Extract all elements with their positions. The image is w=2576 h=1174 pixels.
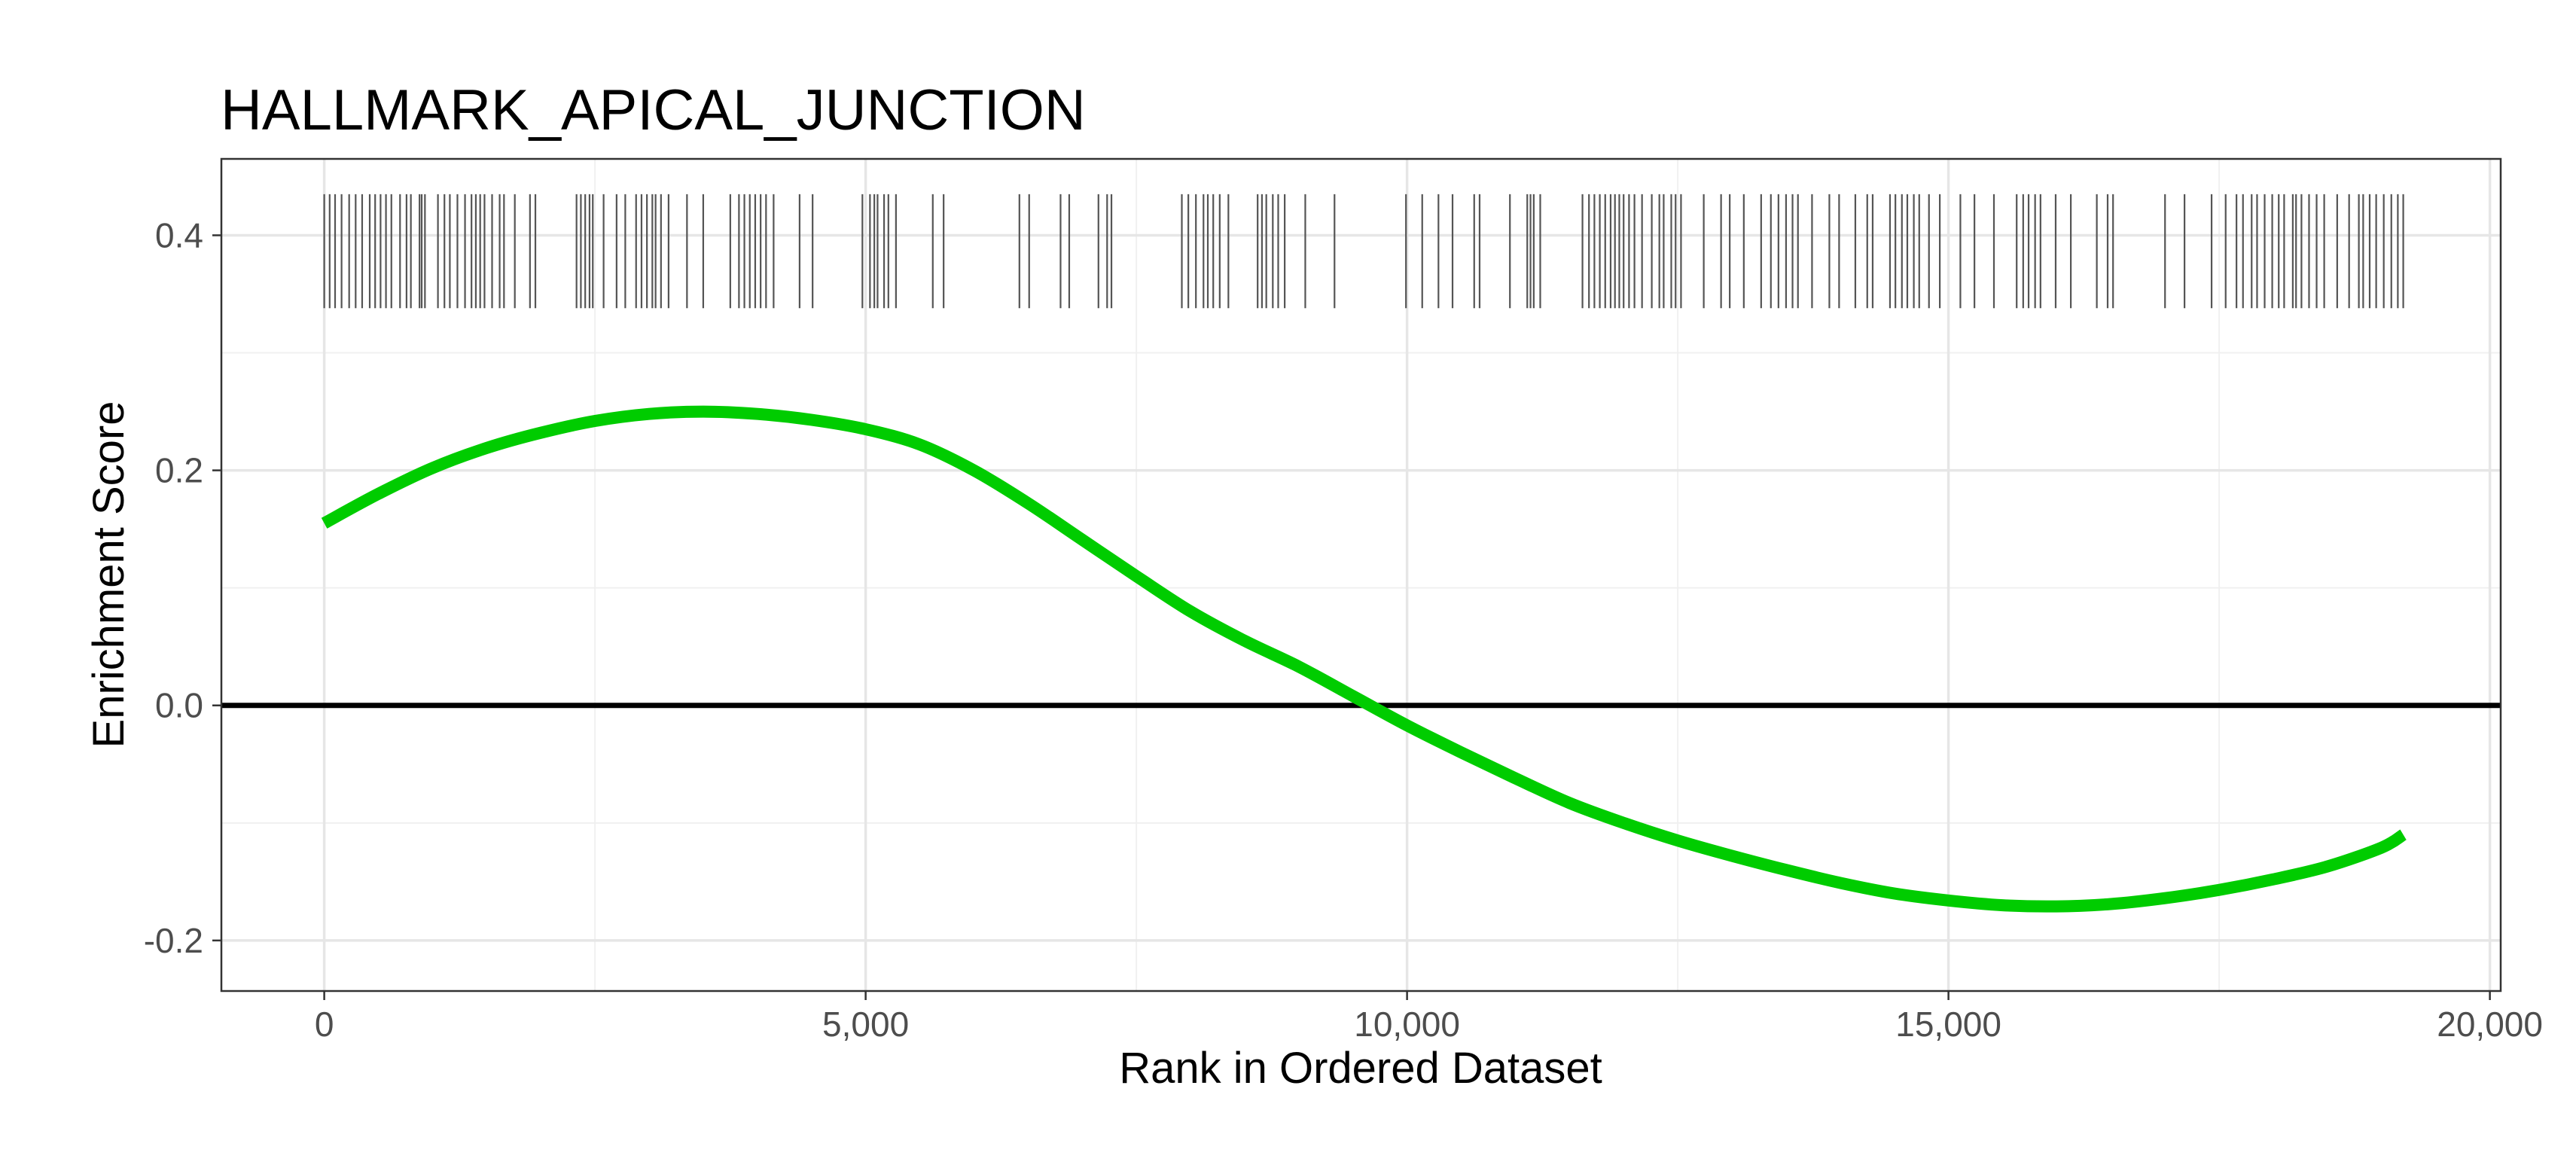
y-axis: -0.2 0.0 0.2 0.4 [144, 215, 221, 960]
x-tick-label: 20,000 [2437, 1005, 2543, 1044]
y-tick-label: 0.2 [155, 451, 203, 490]
chart-title: HALLMARK_APICAL_JUNCTION [221, 78, 1086, 142]
x-tick-label: 0 [315, 1005, 334, 1044]
gene-hit-rug [323, 194, 2404, 309]
x-tick-label: 5,000 [822, 1005, 909, 1044]
x-axis-title: Rank in Ordered Dataset [1119, 1044, 1602, 1093]
y-axis-title: Enrichment Score [84, 401, 133, 749]
y-tick-label: 0.0 [155, 686, 203, 725]
y-tick-label: -0.2 [144, 921, 203, 960]
y-tick-label: 0.4 [155, 215, 203, 255]
plot-border [220, 157, 2502, 993]
x-tick-label: 15,000 [1895, 1005, 2001, 1044]
plot-background [221, 159, 2501, 991]
enrichment-score-curve [321, 405, 2407, 913]
minor-gridlines [221, 159, 2501, 991]
x-tick-label: 10,000 [1354, 1005, 1460, 1044]
x-axis: 0 5,000 10,000 15,000 20,000 [315, 991, 2543, 1044]
